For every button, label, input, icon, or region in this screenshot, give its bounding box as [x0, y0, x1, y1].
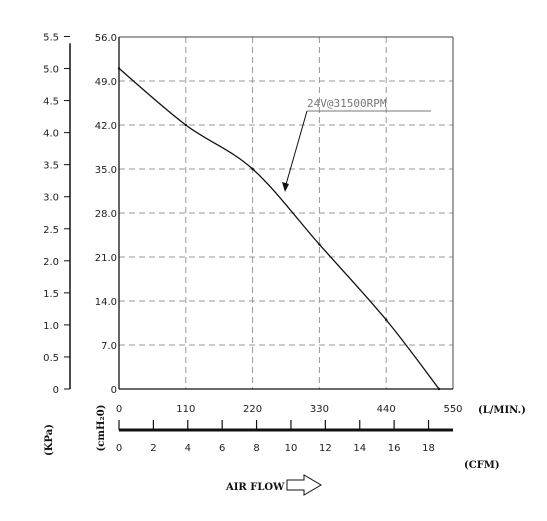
curve-group: 24V@31500RPM: [117, 67, 441, 391]
y-tick-label-kpa: 0.5: [43, 353, 59, 364]
air-flow-arrow-icon: [286, 474, 322, 496]
curve-leader-line: [284, 110, 308, 189]
y-tick-label-kpa: 1.5: [43, 289, 59, 300]
x-tick-label-cfm: 18: [422, 443, 435, 454]
curve-point: [318, 243, 321, 246]
x-tick-label-cfm: 8: [253, 443, 259, 454]
curve-point: [117, 67, 121, 70]
x-tick-label-cfm: 14: [353, 443, 366, 454]
y-tick-label-cmh2o: 7.0: [101, 341, 117, 352]
plot-frame: [118, 36, 454, 390]
y-tick-label-cmh2o: 0: [111, 385, 117, 396]
x-tick-label-cfm: 0: [116, 443, 122, 454]
x-tick-label-cfm: 12: [319, 443, 332, 454]
x-unit-cfm: (CFM): [464, 460, 500, 471]
curve-point: [437, 387, 441, 391]
y-tick-label-cmh2o: 21.0: [95, 253, 117, 264]
grid: [119, 37, 453, 389]
y-unit-kpa: (KPa): [44, 424, 55, 456]
x-tick-label-lmin: 220: [243, 404, 262, 415]
y-tick-label-cmh2o: 14.0: [95, 297, 117, 308]
y-tick-label-kpa: 3.5: [43, 161, 59, 172]
curve-label: 24V@31500RPM: [307, 97, 387, 110]
y-tick-label-cmh2o: 35.0: [95, 165, 117, 176]
y-tick-label-kpa: 3.0: [43, 193, 59, 204]
leader-arrow-icon: [282, 182, 289, 192]
y-tick-label-kpa: 4.0: [43, 129, 59, 140]
x-tick-label-lmin: 440: [377, 404, 396, 415]
x-tick-label-lmin: 0: [116, 404, 122, 415]
x-tick-label-cfm: 6: [219, 443, 225, 454]
y-tick-label-cmh2o: 49.0: [95, 77, 117, 88]
y-tick-label-kpa: 0: [53, 385, 59, 396]
y-tick-label-kpa: 5.5: [43, 32, 59, 43]
y-tick-label-cmh2o: 56.0: [95, 33, 117, 44]
curve-point: [385, 318, 388, 322]
air-flow-label: AIR FLOW: [225, 482, 285, 493]
curve-line: [118, 67, 440, 390]
x-unit-lmin: (L/MIN.): [478, 405, 526, 416]
y-tick-label-kpa: 5.0: [43, 65, 59, 76]
x-tick-label-cfm: 10: [285, 443, 298, 454]
y-unit-cmh2o: (cmH₂0): [96, 405, 107, 452]
x-tick-label-lmin: 110: [176, 404, 195, 415]
y-tick-label-kpa: 1.0: [43, 321, 59, 332]
y-tick-label-kpa: 2.5: [43, 225, 59, 236]
y-tick-label-kpa: 4.5: [43, 97, 59, 108]
y-tick-label-kpa: 2.0: [43, 257, 59, 268]
x-tick-label-cfm: 4: [185, 443, 191, 454]
x-tick-label-lmin: 550: [443, 404, 462, 415]
x-tick-label-cfm: 16: [388, 443, 401, 454]
axes-group: 0 110 220 330 440 55007.014.021.028.035.042.0…: [43, 32, 462, 454]
curve-point: [251, 167, 254, 171]
y-tick-label-cmh2o: 42.0: [95, 121, 117, 132]
curve-point: [184, 123, 187, 127]
y-tick-label-cmh2o: 28.0: [95, 209, 117, 220]
x-tick-label-cfm: 2: [150, 443, 156, 454]
x-tick-label-lmin: 330: [310, 404, 329, 415]
